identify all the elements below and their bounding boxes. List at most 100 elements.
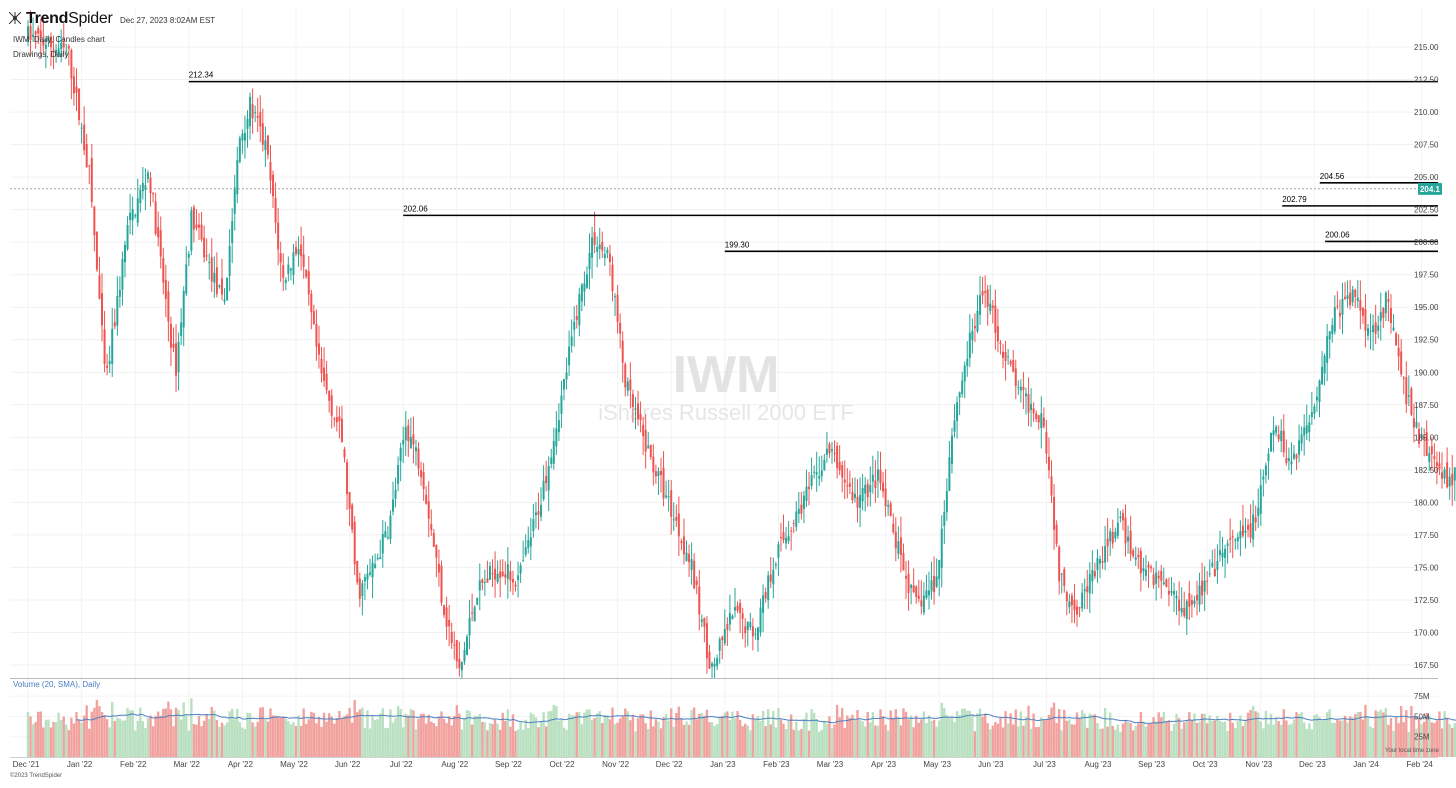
volume-bar (1188, 712, 1190, 757)
candle-body (81, 128, 83, 129)
volume-bar (60, 720, 62, 757)
candle-body (448, 620, 450, 626)
candle-body (1160, 571, 1162, 581)
candle-body (668, 496, 670, 497)
candle-body (1114, 532, 1116, 539)
volume-bar (1369, 726, 1371, 757)
volume-bar (854, 720, 856, 757)
candle-body (1005, 352, 1007, 361)
candle-body (589, 253, 591, 269)
chart-description[interactable]: IWM, Daily, Candles chart (13, 35, 105, 44)
candle-body (581, 284, 583, 301)
volume-bar (974, 731, 976, 757)
price-tick-label: 170.00 (1414, 628, 1439, 637)
candle-body (1252, 515, 1254, 540)
volume-bar (172, 726, 174, 757)
candle-body (1375, 322, 1377, 333)
volume-bar (1311, 729, 1313, 757)
volume-bar (1145, 727, 1147, 757)
volume-bar (348, 708, 350, 757)
volume-bar (297, 715, 299, 757)
volume-bar (1239, 715, 1241, 757)
candle-body (1135, 558, 1137, 560)
volume-bar (744, 724, 746, 757)
volume-bar (1009, 713, 1011, 757)
candle-body (451, 632, 453, 643)
candle-body (657, 471, 659, 476)
candle-body (484, 582, 486, 583)
volume-bar (1242, 726, 1244, 757)
candle-body (229, 246, 231, 276)
candle-body (1415, 422, 1417, 427)
volume-bar (762, 711, 764, 757)
candle-body (989, 304, 991, 311)
volume-bar (1158, 712, 1160, 757)
volume-bar (1175, 714, 1177, 757)
candle-body (770, 575, 772, 582)
candle-body (349, 492, 351, 509)
candle-body (1130, 531, 1132, 554)
volume-bar (1344, 716, 1346, 757)
drawings-label[interactable]: Drawings, Daily (13, 50, 69, 59)
candle-body (93, 207, 95, 236)
candle-body (1040, 413, 1042, 428)
candle-body (785, 538, 787, 543)
candle-body (129, 213, 131, 220)
volume-bar (333, 724, 335, 757)
volume-bar (111, 702, 113, 757)
candle-body (1109, 531, 1111, 541)
candle-body (239, 138, 241, 162)
volume-bar (292, 722, 294, 757)
volume-bar (782, 724, 784, 757)
volume-bar (119, 719, 121, 757)
candle-body (788, 536, 790, 541)
candle-body (1408, 395, 1410, 396)
candle-body (772, 570, 774, 585)
candle-body (1367, 328, 1369, 335)
volume-bar (1173, 724, 1175, 757)
candle-body (823, 460, 825, 470)
volume-bar (999, 718, 1001, 757)
candle-body (346, 462, 348, 494)
volume-bar (1323, 720, 1325, 757)
volume-bar (928, 715, 930, 757)
candle-body (974, 326, 976, 328)
candle-body (372, 562, 374, 577)
price-tick-label: 190.00 (1414, 368, 1439, 377)
volume-bar (793, 730, 795, 757)
candle-body (982, 291, 984, 295)
timezone-label[interactable]: Your local time zone (1385, 748, 1439, 754)
volume-bar (290, 724, 292, 757)
volume-bar (1331, 723, 1333, 757)
volume-bar (182, 702, 184, 757)
candle-body (1025, 393, 1027, 396)
volume-indicator-label[interactable]: Volume (20, SMA), Daily (13, 680, 100, 689)
candle-body (708, 652, 710, 669)
candle-body (203, 238, 205, 258)
candle-body (1347, 295, 1349, 299)
candle-body (1449, 477, 1451, 487)
candle-body (198, 225, 200, 228)
candle-body (1398, 348, 1400, 357)
volume-bar (941, 703, 943, 757)
volume-bar (665, 714, 667, 757)
candle-body (119, 290, 121, 297)
volume-bar (73, 724, 75, 757)
volume-bar (604, 715, 606, 757)
price-tick-label: 205.00 (1414, 173, 1439, 182)
volume-bar (88, 729, 90, 757)
candle-body (647, 446, 649, 449)
candle-body (573, 322, 575, 330)
volume-bar (680, 718, 682, 757)
volume-bar (1354, 714, 1356, 757)
volume-bar (734, 718, 736, 757)
candle-body (629, 380, 631, 391)
candle-body (382, 534, 384, 554)
candle-body (890, 503, 892, 516)
candle-body (397, 465, 399, 484)
candle-body (1267, 454, 1269, 462)
volume-bar (1147, 724, 1149, 757)
volume-bar (956, 711, 958, 757)
candle-body (1012, 360, 1014, 371)
candle-body (175, 343, 177, 375)
